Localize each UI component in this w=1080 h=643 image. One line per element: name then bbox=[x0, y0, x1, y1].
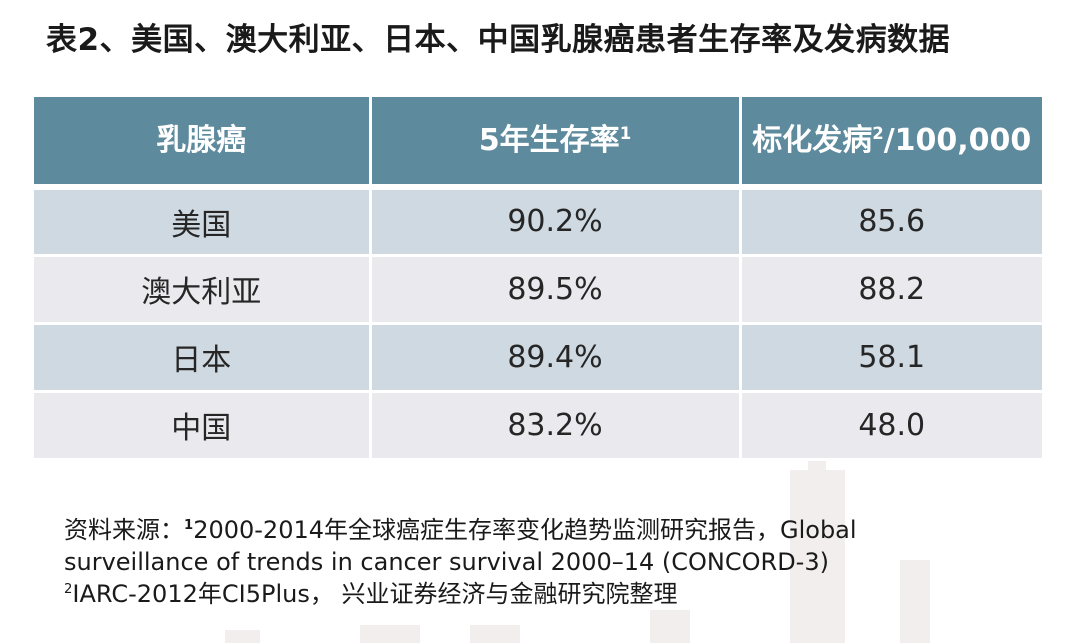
cell-country: 日本 bbox=[34, 323, 372, 393]
header-incidence: 标化发病2/100,000 bbox=[740, 97, 1042, 190]
watermark-building bbox=[225, 630, 260, 643]
cell-incidence: 58.1 bbox=[740, 323, 1042, 393]
breast-cancer-data-table: 乳腺癌 5年生存率1 标化发病2/100,000 美国 90.2% 85.6 澳… bbox=[34, 97, 1042, 461]
watermark-building bbox=[900, 560, 930, 643]
cell-incidence: 88.2 bbox=[740, 255, 1042, 325]
header-cancer-type: 乳腺癌 bbox=[34, 97, 372, 190]
cell-incidence: 85.6 bbox=[740, 187, 1042, 257]
cell-country: 澳大利亚 bbox=[34, 255, 372, 325]
watermark-building bbox=[470, 625, 520, 643]
table-row: 澳大利亚 89.5% 88.2 bbox=[34, 255, 1042, 325]
source-line-2: surveillance of trends in cancer surviva… bbox=[64, 548, 829, 576]
footnote-marker: 2 bbox=[872, 123, 884, 143]
cell-country: 中国 bbox=[34, 391, 372, 461]
cell-survival: 89.5% bbox=[370, 255, 742, 325]
footnote-marker: 1 bbox=[184, 518, 194, 533]
source-line-3: 2IARC-2012年CI5Plus， 兴业证券经济与金融研究院整理 bbox=[64, 580, 678, 608]
cell-survival: 83.2% bbox=[370, 391, 742, 461]
table-header-row: 乳腺癌 5年生存率1 标化发病2/100,000 bbox=[34, 97, 1042, 190]
watermark-building bbox=[360, 625, 420, 643]
header-survival-rate: 5年生存率1 bbox=[370, 97, 742, 190]
cell-country: 美国 bbox=[34, 187, 372, 257]
table-row: 美国 90.2% 85.6 bbox=[34, 187, 1042, 257]
cell-survival: 90.2% bbox=[370, 187, 742, 257]
table-row: 中国 83.2% 48.0 bbox=[34, 391, 1042, 461]
cell-incidence: 48.0 bbox=[740, 391, 1042, 461]
source-note: 资料来源：12000-2014年全球癌症生存率变化趋势监测研究报告，Global… bbox=[64, 514, 857, 610]
cell-survival: 89.4% bbox=[370, 323, 742, 393]
footnote-marker: 2 bbox=[64, 582, 73, 597]
watermark-building bbox=[650, 610, 690, 643]
footnote-marker: 1 bbox=[619, 123, 632, 143]
source-line-1: 资料来源：12000-2014年全球癌症生存率变化趋势监测研究报告，Global bbox=[64, 516, 857, 544]
table-row: 日本 89.4% 58.1 bbox=[34, 323, 1042, 393]
watermark-building bbox=[790, 470, 845, 643]
page-title: 表2、美国、澳大利亚、日本、中国乳腺癌患者生存率及发病数据 bbox=[46, 22, 951, 58]
